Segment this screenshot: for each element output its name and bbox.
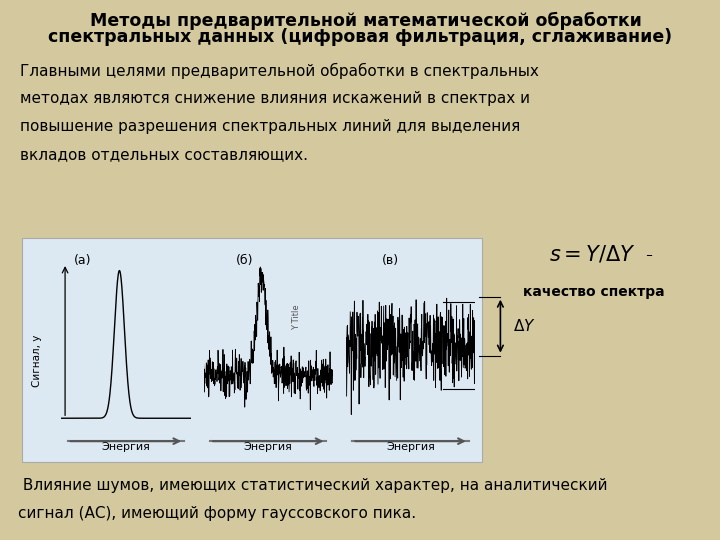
- Text: Энергия: Энергия: [386, 442, 435, 452]
- Text: качество спектра: качество спектра: [523, 285, 665, 299]
- Text: (в): (в): [382, 254, 399, 267]
- Text: (б): (б): [236, 254, 253, 267]
- Text: Y Title: Y Title: [292, 305, 301, 330]
- Text: Энергия: Энергия: [244, 442, 292, 452]
- FancyBboxPatch shape: [22, 238, 482, 462]
- Text: методах являются снижение влияния искажений в спектрах и: методах являются снижение влияния искаже…: [20, 91, 530, 106]
- Text: Сигнал, у: Сигнал, у: [32, 335, 42, 387]
- Text: повышение разрешения спектральных линий для выделения: повышение разрешения спектральных линий …: [20, 119, 521, 134]
- Text: сигнал (АС), имеющий форму гауссовского пика.: сигнал (АС), имеющий форму гауссовского …: [18, 506, 416, 521]
- Text: Влияние шумов, имеющих статистический характер, на аналитический: Влияние шумов, имеющих статистический ха…: [18, 478, 608, 493]
- Text: Главными целями предварительной обработки в спектральных: Главными целями предварительной обработк…: [20, 63, 539, 79]
- Text: $\Delta Y$: $\Delta Y$: [513, 318, 536, 334]
- Text: Методы предварительной математической обработки: Методы предварительной математической об…: [78, 12, 642, 30]
- Text: Энергия: Энергия: [102, 442, 150, 452]
- Text: вкладов отдельных составляющих.: вкладов отдельных составляющих.: [20, 147, 308, 163]
- Text: спектральных данных (цифровая фильтрация, сглаживание): спектральных данных (цифровая фильтрация…: [48, 28, 672, 46]
- Text: $s = Y/\Delta Y$  -: $s = Y/\Delta Y$ -: [549, 244, 654, 264]
- Text: (а): (а): [74, 254, 91, 267]
